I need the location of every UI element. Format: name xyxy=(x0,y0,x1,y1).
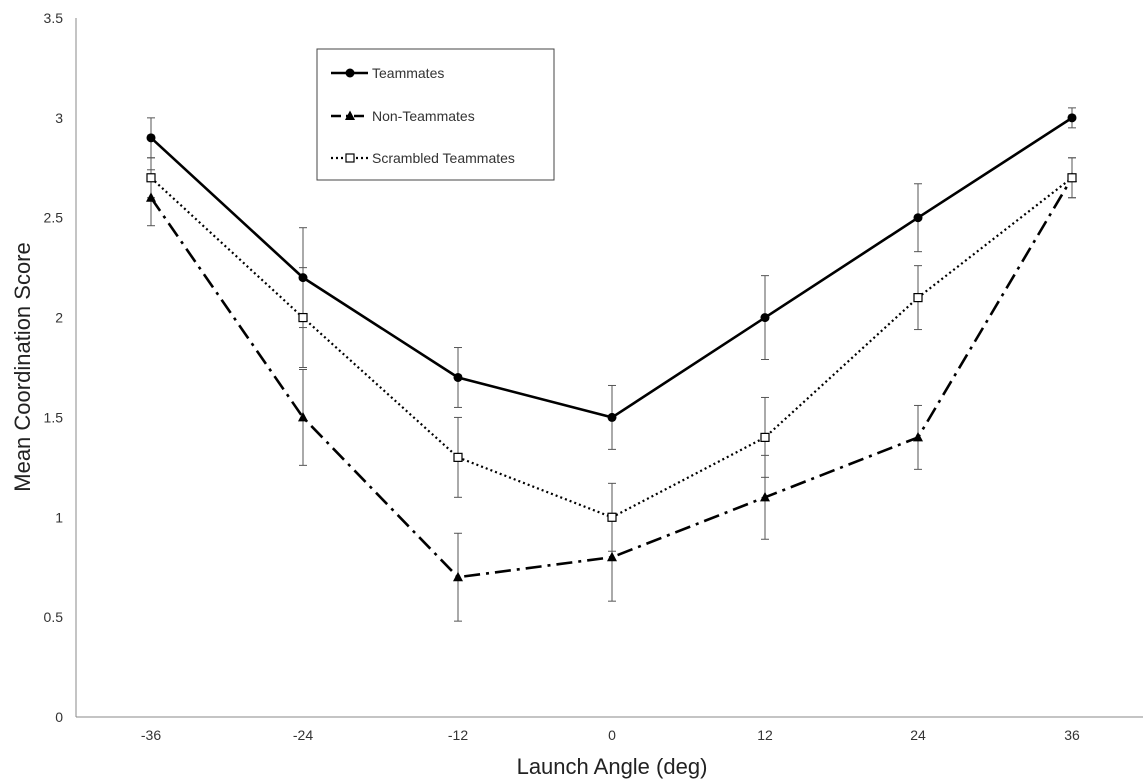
data-point xyxy=(913,213,923,223)
data-point xyxy=(913,293,923,303)
x-axis-title: Launch Angle (deg) xyxy=(517,754,708,779)
legend-label: Non-Teammates xyxy=(372,108,475,124)
x-tick-label: -12 xyxy=(448,727,468,743)
x-tick-label: 0 xyxy=(608,727,616,743)
data-point xyxy=(453,372,463,382)
y-tick-label: 0 xyxy=(55,709,63,725)
data-point xyxy=(146,133,156,143)
error-bars xyxy=(147,107,1076,622)
series-line-teammates xyxy=(150,116,1073,419)
data-point xyxy=(146,173,156,183)
chart-axes xyxy=(75,18,1143,718)
data-point xyxy=(298,273,308,283)
legend-label: Scrambled Teammates xyxy=(372,150,515,166)
data-point xyxy=(913,431,923,442)
legend-marker xyxy=(345,68,355,78)
y-tick-label: 0.5 xyxy=(44,609,64,625)
data-markers xyxy=(146,113,1077,582)
x-tick-label: 12 xyxy=(757,727,773,743)
x-tick-label: -24 xyxy=(293,727,313,743)
y-tick-label: 1.5 xyxy=(44,409,64,425)
x-tick-label: -36 xyxy=(141,727,161,743)
legend-marker xyxy=(345,153,355,163)
data-point xyxy=(146,192,156,202)
y-axis-title: Mean Coordination Score xyxy=(10,242,35,491)
y-tick-label: 2 xyxy=(55,310,63,326)
data-point xyxy=(607,512,617,522)
data-point xyxy=(453,452,463,462)
x-tick-labels: -36 -24 -12 0 12 24 36 xyxy=(141,727,1080,743)
y-tick-label: 1 xyxy=(55,509,63,525)
series-line-scrambled-teammates xyxy=(150,176,1073,519)
x-tick-label: 24 xyxy=(910,727,926,743)
legend: Teammates Non-Teammates Scrambled Teammate… xyxy=(316,48,555,181)
data-point xyxy=(298,312,308,323)
legend-marker xyxy=(345,110,355,120)
data-point xyxy=(1067,113,1077,123)
data-point xyxy=(607,412,617,422)
data-point xyxy=(760,432,770,442)
y-tick-label: 3 xyxy=(55,110,63,126)
y-tick-label: 3.5 xyxy=(44,10,64,26)
data-point xyxy=(453,571,463,582)
data-point xyxy=(1067,173,1077,183)
x-tick-label: 36 xyxy=(1064,727,1080,743)
data-point xyxy=(760,313,770,323)
y-tick-label: 2.5 xyxy=(44,210,64,226)
y-tick-labels: 0 0.5 1 1.5 2 2.5 3 3.5 xyxy=(44,10,64,725)
data-point xyxy=(298,411,308,422)
data-point xyxy=(607,551,617,562)
data-point xyxy=(760,491,770,502)
legend-label: Teammates xyxy=(372,65,444,81)
